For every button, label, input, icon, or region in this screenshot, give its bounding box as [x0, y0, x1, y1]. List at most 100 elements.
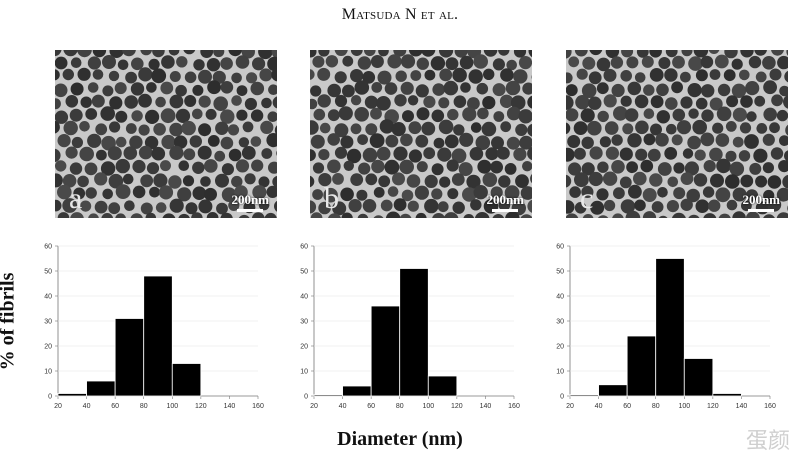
x-tick-label: 40 [83, 403, 91, 410]
fibril-cross-section [642, 211, 657, 218]
fibril-cross-section [710, 173, 724, 188]
fibril-cross-section [492, 58, 505, 71]
fibril-cross-section [200, 176, 211, 187]
fibril-cross-section [740, 95, 753, 108]
y-tick-label: 50 [300, 269, 308, 276]
fibril-cross-section [692, 119, 707, 135]
fibril-cross-section [191, 212, 203, 218]
fibril-cross-section [620, 199, 636, 214]
fibril-cross-section [527, 95, 532, 109]
fibril-cross-section [57, 134, 71, 148]
x-tick-label: 60 [111, 403, 119, 410]
fibril-cross-section [597, 161, 609, 173]
x-axis-label: Diameter (nm) [337, 428, 463, 450]
fibril-cross-section [62, 174, 77, 188]
fibril-cross-section [566, 50, 572, 59]
fibril-cross-section [250, 109, 264, 122]
fibril-cross-section [62, 198, 78, 213]
fibril-cross-section [522, 161, 532, 172]
fibril-cross-section [437, 201, 449, 213]
fibril-cross-section [87, 133, 102, 148]
fibril-cross-section [350, 173, 364, 186]
fibril-cross-section [407, 200, 419, 212]
fibril-cross-section [88, 213, 99, 218]
fibril-cross-section [266, 185, 277, 198]
fibril-cross-section [784, 70, 788, 83]
fibril-cross-section [605, 50, 620, 59]
fibril-cross-section [785, 124, 788, 136]
fibril-cross-section [131, 57, 144, 71]
fibril-cross-section [108, 70, 120, 82]
fibril-cross-section [613, 187, 625, 200]
fibril-cross-section [402, 110, 414, 123]
fibril-cross-section [77, 50, 92, 58]
fibril-cross-section [611, 160, 625, 174]
fibril-cross-section [334, 50, 348, 56]
fibril-cross-section [627, 133, 642, 148]
fibril-cross-section [332, 201, 347, 216]
fibril-cross-section [63, 50, 78, 57]
fibril-cross-section [268, 84, 277, 95]
fibril-cross-section [357, 56, 372, 70]
panel-label-b: b [324, 182, 339, 215]
fibril-cross-section [684, 161, 699, 176]
fibril-cross-section [276, 150, 277, 156]
fibril-cross-section [574, 172, 589, 188]
fibril-cross-section [431, 163, 444, 176]
fibril-cross-section [250, 136, 262, 147]
fibril-cross-section [272, 175, 277, 188]
fibril-cross-section [709, 147, 723, 162]
fibril-cross-section [453, 95, 467, 108]
fibril-cross-section [205, 108, 217, 120]
fibril-cross-section [364, 95, 378, 109]
fibril-cross-section [753, 148, 768, 163]
fibril-cross-section [121, 50, 136, 57]
fibril-cross-section [149, 186, 160, 198]
fibril-cross-section [215, 121, 229, 135]
fibril-cross-section [566, 84, 578, 97]
fibril-cross-section [152, 50, 165, 58]
x-tick-label: 140 [480, 403, 492, 410]
fibril-cross-section [740, 50, 754, 58]
fibril-cross-section [414, 185, 429, 200]
fibril-cross-section [410, 70, 422, 81]
fibril-cross-section [611, 134, 623, 146]
fibril-cross-section [182, 175, 195, 187]
fibril-cross-section [664, 68, 678, 82]
fibril-cross-section [310, 212, 323, 218]
fibril-cross-section [676, 120, 692, 135]
fibril-cross-section [756, 123, 768, 134]
fibril-cross-section [530, 174, 532, 184]
fibril-cross-section [318, 149, 330, 161]
fibril-cross-section [312, 162, 325, 174]
fibril-cross-section [350, 123, 362, 135]
fibril-cross-section [123, 146, 138, 160]
fibril-cross-section [327, 133, 340, 146]
fibril-cross-section [251, 159, 264, 172]
fibril-cross-section [161, 55, 175, 69]
fibril-cross-section [220, 109, 235, 124]
fibril-cross-section [447, 108, 459, 121]
fibril-cross-section [220, 81, 234, 94]
fibril-cross-section [755, 175, 768, 188]
fibril-cross-section [362, 199, 377, 213]
fibril-cross-section [408, 121, 422, 135]
fibril-cross-section [492, 214, 505, 218]
fibril-cross-section [231, 175, 243, 188]
fibril-cross-section [725, 150, 737, 162]
fibril-cross-section [385, 211, 401, 218]
fibril-cross-section [431, 109, 445, 123]
fibril-cross-section [708, 50, 720, 54]
fibril-cross-section [220, 57, 233, 70]
fibril-cross-section [55, 120, 60, 134]
fibril-cross-section [656, 83, 669, 97]
histogram-bar [114, 318, 145, 397]
fibril-cross-section [665, 97, 678, 110]
fibril-cross-section [475, 135, 491, 150]
fibril-cross-section [620, 70, 632, 82]
fibril-cross-section [87, 82, 99, 93]
fibril-cross-section [378, 50, 389, 57]
fibril-cross-section [687, 135, 701, 150]
fibril-cross-section [153, 123, 166, 136]
fibril-cross-section [527, 123, 532, 137]
